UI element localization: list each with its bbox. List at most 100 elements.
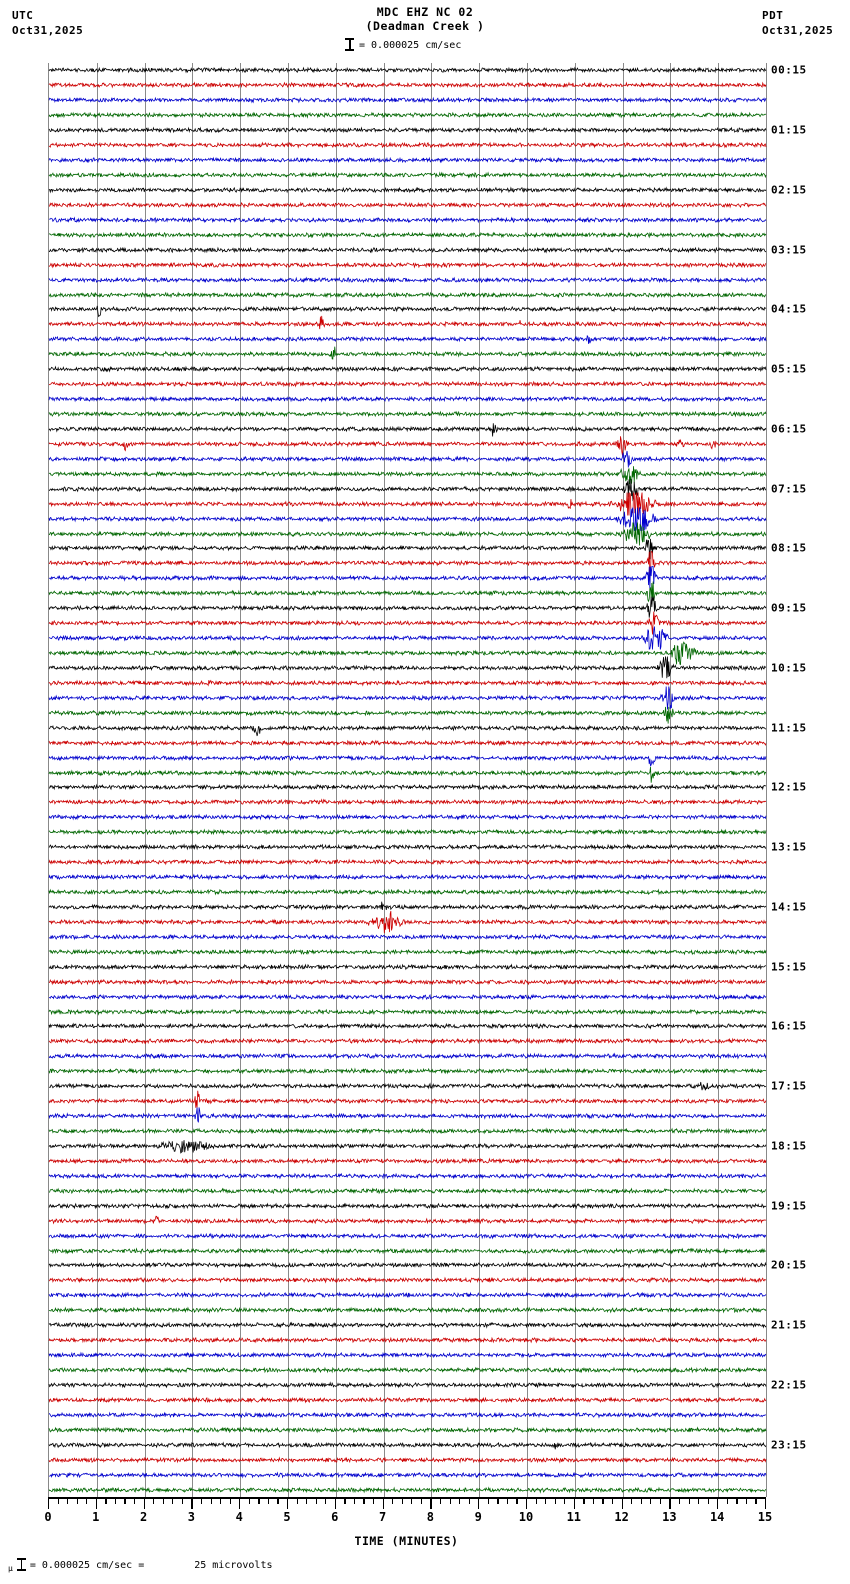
trace-row [48,253,767,277]
x-tick-minor [248,1497,250,1504]
x-tick-major-13 [669,1497,671,1509]
scale-bar-icon [345,38,354,52]
trace-row [48,1029,767,1053]
grid-line-minute-2 [144,63,146,1497]
trace-row [48,327,767,351]
x-tick-minor [602,1497,604,1504]
pdt-hour-label-0715: 07:15 [771,482,807,496]
trace-row [48,536,767,560]
x-tick-minor [181,1497,184,1504]
trace-row [48,1209,767,1233]
trace-row [48,1119,767,1143]
trace-row [48,626,767,650]
trace-row [48,1268,767,1292]
x-tick-minor [506,1497,509,1504]
pdt-hour-label-0015: 00:15 [771,63,807,77]
trace-row [48,596,767,620]
x-axis-title: TIME (MINUTES) [354,1534,459,1548]
trace-row [48,88,767,112]
trace-row [48,895,767,919]
trace-row [48,1000,767,1024]
grid-line-minute-6 [335,63,337,1497]
grid-line-minute-13 [670,63,672,1497]
utc-timezone-label: UTC [12,9,34,22]
footer-scale-value: 25 microvolts [194,1559,273,1571]
pdt-hour-label-0415: 04:15 [771,302,807,316]
x-tick-minor [459,1497,461,1504]
trace-row [48,58,767,82]
x-tick-minor [363,1497,365,1504]
trace-row [48,312,767,336]
trace-row [48,357,767,381]
x-tick-minor [755,1497,757,1504]
trace-row [48,1388,767,1412]
trace-row [48,1253,767,1277]
trace-row [48,1074,767,1098]
x-tick-minor [134,1497,136,1504]
x-tick-major-0 [48,1497,50,1509]
x-tick-major-9 [478,1497,480,1509]
pdt-hour-label-1915: 19:15 [771,1199,807,1213]
x-tick-minor [162,1497,164,1504]
trace-row [48,521,767,546]
trace-row [48,820,767,844]
grid-line-minute-9 [479,63,481,1497]
trace-row [48,865,767,889]
trace-row [48,297,767,321]
trace-row [48,566,767,590]
x-tick-label-11: 11 [566,1510,582,1524]
x-tick-minor [306,1497,308,1504]
pdt-hour-label-1215: 12:15 [771,780,807,794]
trace-row [48,880,767,904]
trace-row [48,775,767,799]
x-tick-label-15: 15 [757,1510,773,1524]
x-tick-minor [420,1497,423,1504]
trace-row [48,492,767,516]
trace-row [48,940,767,964]
pdt-hour-label-1715: 17:15 [771,1079,807,1093]
grid-line-minute-11 [574,63,576,1497]
x-tick-minor [631,1497,633,1504]
trace-row [48,163,767,187]
pdt-hour-label-2315: 23:15 [771,1438,807,1452]
footer-scale-text: = 0.000025 cm/sec = [29,1559,145,1571]
pdt-timezone-label: PDT [762,9,784,22]
trace-row [48,1149,767,1173]
x-tick-minor [392,1497,394,1504]
grid-line-minute-12 [622,63,624,1497]
trace-row [48,686,767,710]
x-tick-major-15 [765,1497,767,1509]
trace-row [48,1328,767,1352]
x-tick-minor [315,1497,317,1504]
scale-value-text: = 0.000025 cm/sec [359,39,462,51]
station-code-title: MDC EHZ NC 02 [376,5,474,19]
seismic-traces [48,63,767,1497]
trace-row [48,462,767,486]
pdt-hour-label-1815: 18:15 [771,1139,807,1153]
x-tick-minor [114,1497,117,1504]
x-tick-minor [745,1497,748,1504]
x-tick-minor [258,1497,260,1504]
x-tick-major-11 [573,1497,575,1509]
amplitude-scale-legend: = 0.000025 cm/sec [345,38,461,52]
x-tick-minor [67,1497,69,1504]
trace-row [48,925,767,949]
pdt-hour-label-1615: 16:15 [771,1019,807,1033]
trace-row [48,551,767,576]
trace-row [48,417,767,441]
grid-line-minute-10 [527,63,528,1497]
x-tick-label-1: 1 [92,1510,100,1524]
micro-prefix-label: μ [8,1563,13,1573]
trace-row [48,178,767,202]
x-tick-label-5: 5 [283,1510,291,1524]
trace-row [48,1373,767,1397]
pdt-hour-label-0315: 03:15 [771,243,807,257]
x-tick-minor [172,1497,174,1504]
trace-row [48,133,767,157]
trace-row [48,716,767,740]
trace-row [48,148,767,172]
utc-date-label: Oct31,2025 [12,24,84,37]
station-title-block: MDC EHZ NC 02 (Deadman Creek ) [0,5,850,33]
x-tick-minor [736,1497,738,1504]
trace-row [48,656,767,680]
